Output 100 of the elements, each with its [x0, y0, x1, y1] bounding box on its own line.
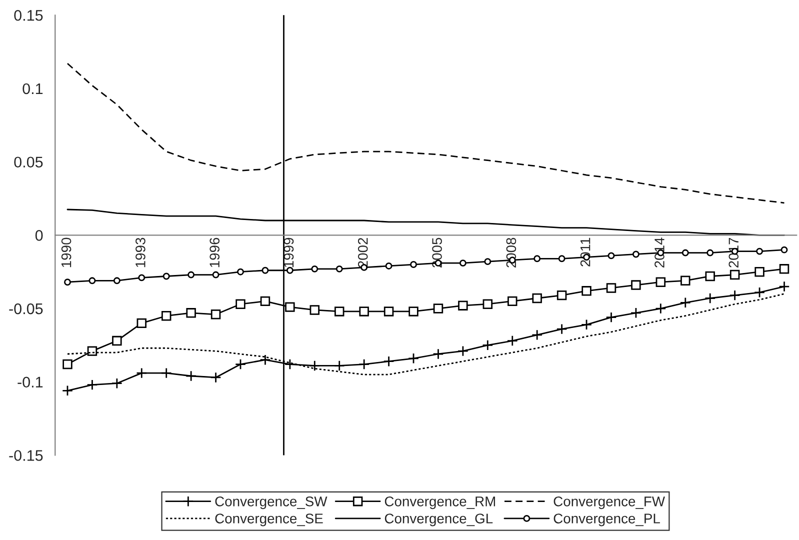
- point: [506, 335, 518, 346]
- point: [779, 264, 790, 274]
- point: [532, 293, 542, 304]
- y-tick-label: 0.1: [22, 83, 43, 94]
- point: [284, 358, 296, 370]
- point: [680, 297, 691, 308]
- x-tick-label: 1996: [210, 238, 220, 268]
- point: [754, 266, 764, 277]
- legend-label: Convergence_SW: [215, 496, 328, 510]
- point: [532, 329, 543, 340]
- point: [113, 277, 120, 284]
- point: [260, 354, 271, 366]
- y-tick-label: 0: [35, 230, 43, 241]
- point: [186, 308, 196, 318]
- x-tick-label: 1993: [136, 238, 146, 268]
- point: [459, 260, 466, 267]
- point: [186, 370, 197, 382]
- point: [188, 271, 195, 278]
- point: [384, 306, 394, 316]
- point: [310, 305, 320, 315]
- point: [704, 292, 716, 304]
- point: [754, 286, 766, 298]
- point: [778, 280, 790, 292]
- point: [62, 359, 72, 370]
- point: [606, 283, 616, 293]
- point: [606, 312, 617, 323]
- point: [558, 255, 566, 262]
- point: [458, 300, 468, 310]
- point: [682, 249, 689, 256]
- point: [162, 272, 170, 280]
- point: [410, 261, 417, 268]
- point: [358, 358, 370, 370]
- point: [136, 318, 146, 328]
- point: [580, 319, 592, 330]
- point: [408, 306, 418, 316]
- point: [236, 299, 246, 309]
- point: [212, 271, 220, 278]
- x-tick-label: 1999: [284, 238, 294, 268]
- point: [237, 268, 244, 276]
- point: [359, 306, 369, 316]
- point: [631, 280, 641, 290]
- point: [756, 248, 763, 255]
- y-tick-label: -0.15: [9, 450, 43, 461]
- point: [705, 271, 715, 282]
- point: [706, 249, 714, 256]
- legend-label: Convergence_RM: [384, 496, 496, 510]
- point: [334, 360, 345, 372]
- point: [385, 262, 392, 270]
- point: [680, 276, 690, 286]
- point: [730, 270, 740, 280]
- point: [285, 302, 295, 312]
- point: [87, 346, 98, 356]
- point: [508, 296, 518, 306]
- point: [62, 385, 74, 396]
- point: [457, 346, 468, 357]
- y-tick-label: -0.1: [18, 376, 43, 388]
- point: [433, 304, 444, 314]
- point: [608, 252, 615, 260]
- point: [632, 250, 640, 258]
- legend-label: Convergence_FW: [554, 496, 665, 510]
- legend-label: Convergence_GL: [384, 514, 493, 526]
- point: [309, 360, 320, 372]
- point: [161, 310, 172, 321]
- point: [336, 265, 343, 272]
- point: [655, 302, 666, 314]
- point: [656, 277, 666, 287]
- point: [210, 372, 222, 384]
- legend-label: Convergence_SE: [215, 514, 323, 526]
- point: [262, 266, 269, 274]
- point: [311, 265, 318, 272]
- point: [86, 379, 98, 390]
- point: [138, 274, 146, 282]
- point: [112, 336, 122, 346]
- point: [136, 368, 148, 379]
- x-tick-label: 1990: [61, 238, 72, 268]
- point: [484, 258, 492, 266]
- y-tick-label: 0.05: [14, 156, 43, 168]
- point: [408, 352, 420, 364]
- point: [432, 348, 444, 360]
- point: [630, 307, 642, 318]
- point: [210, 310, 221, 320]
- point: [729, 290, 740, 301]
- point: [582, 286, 592, 296]
- point: [260, 296, 270, 306]
- y-tick-label: 0.15: [14, 10, 43, 21]
- point: [780, 246, 788, 254]
- point: [556, 290, 567, 300]
- point: [482, 299, 493, 309]
- legend-label: Convergence_PL: [554, 514, 660, 526]
- point: [383, 356, 394, 367]
- point: [534, 255, 541, 262]
- point: [482, 340, 494, 351]
- point: [111, 378, 122, 389]
- point: [556, 324, 568, 335]
- point: [234, 358, 246, 370]
- point: [88, 277, 96, 284]
- point: [334, 306, 344, 316]
- point: [64, 278, 71, 286]
- y-tick-label: -0.05: [9, 303, 43, 314]
- point: [160, 368, 172, 379]
